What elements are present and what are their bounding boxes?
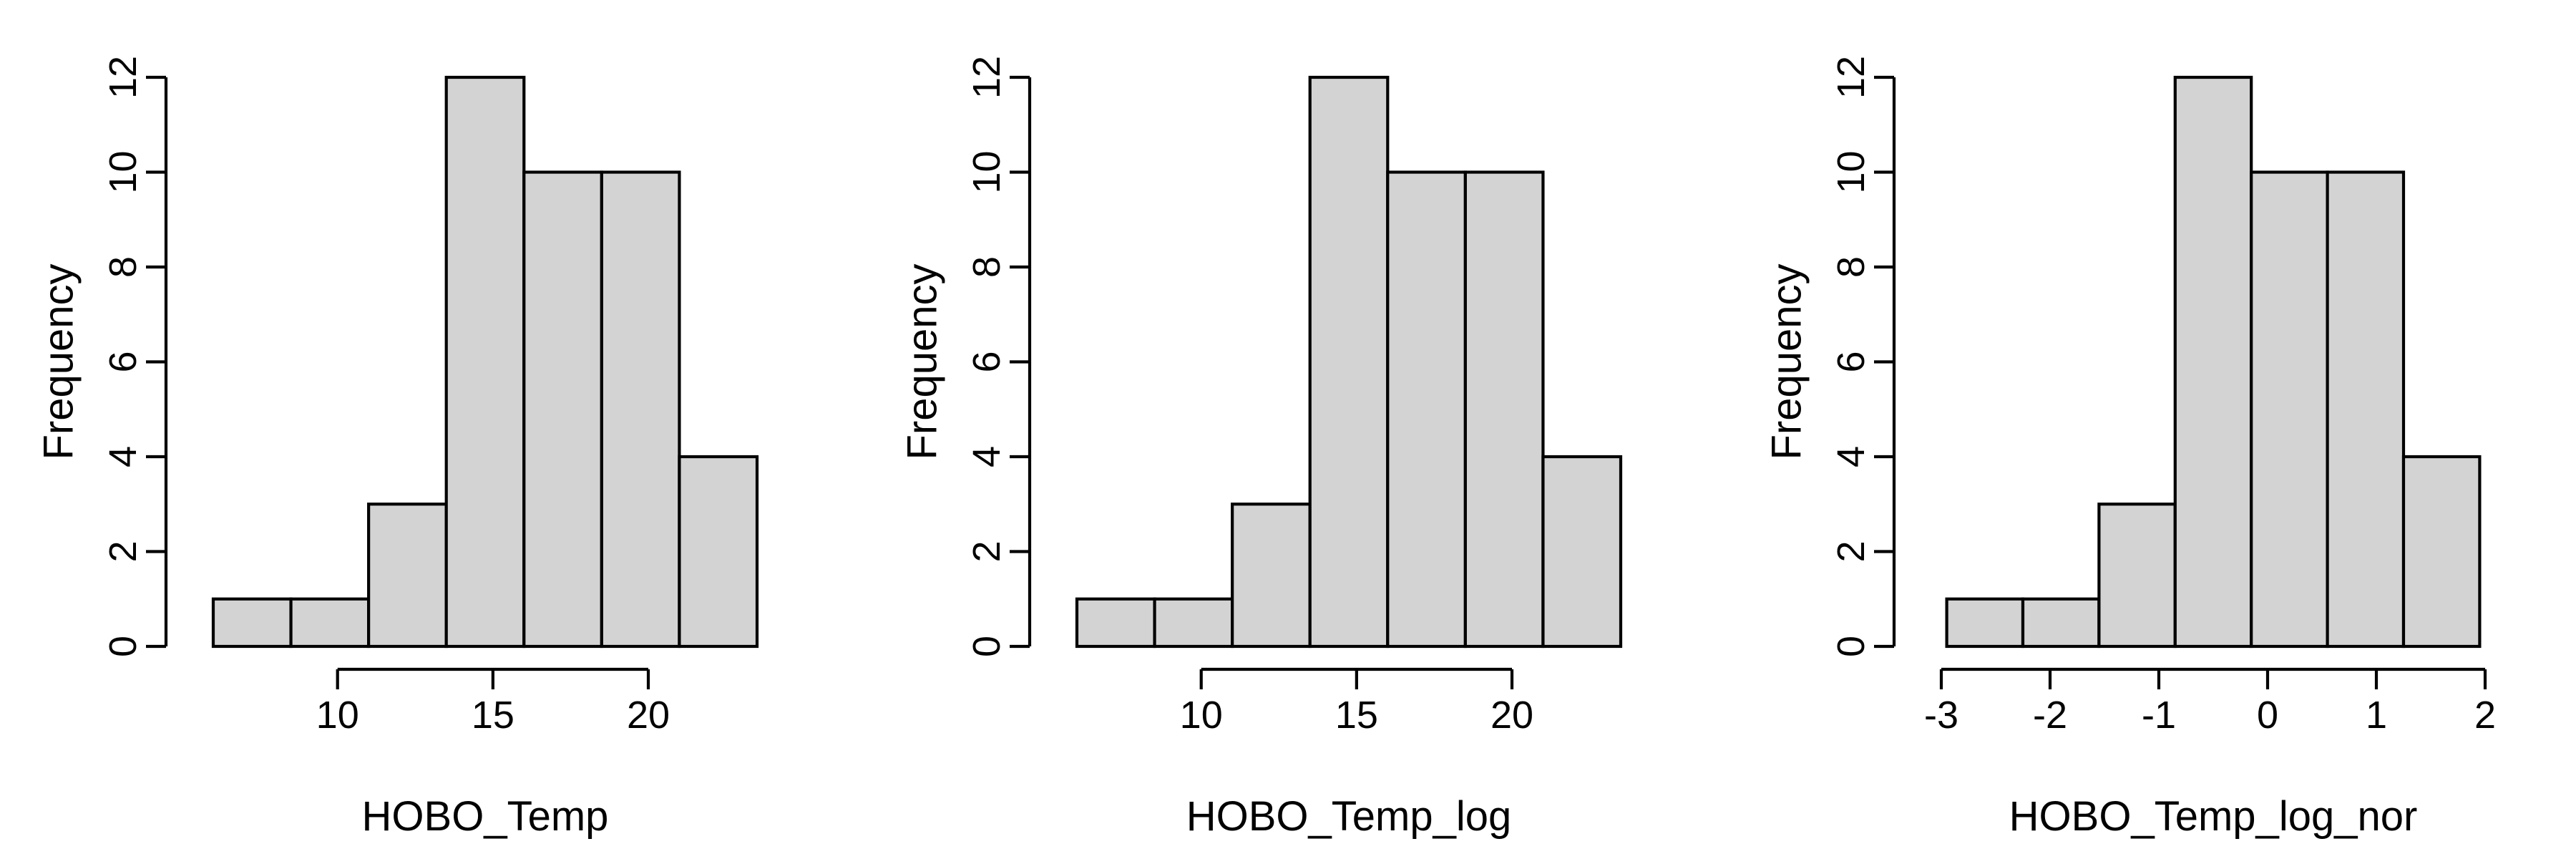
y-tick-label: 2 bbox=[965, 540, 1008, 562]
histogram-panel-2: 0 2 4 6 8 10 12 10 15 20 HOBO_Temp_log Frequency bbox=[899, 56, 1621, 840]
histogram-bar bbox=[2023, 599, 2099, 646]
x-tick-label: 0 bbox=[2257, 694, 2278, 737]
x-tick-label: 20 bbox=[627, 694, 670, 737]
histogram-bar bbox=[2251, 173, 2327, 647]
y-tick-label: 12 bbox=[102, 56, 145, 99]
y-tick-label: 8 bbox=[965, 256, 1008, 278]
histogram-bar bbox=[291, 599, 369, 646]
y-tick-label: 12 bbox=[965, 56, 1008, 99]
y-tick-label: 6 bbox=[102, 351, 145, 372]
y-tick-label: 0 bbox=[1830, 636, 1873, 657]
y-tick-label: 2 bbox=[102, 540, 145, 562]
x-tick-label: -3 bbox=[1924, 694, 1958, 737]
histogram-bar bbox=[2404, 457, 2479, 646]
x-tick-label: 1 bbox=[2366, 694, 2387, 737]
y-tick-label: 12 bbox=[1830, 56, 1873, 99]
histogram-bar bbox=[1232, 504, 1310, 646]
histogram-bar bbox=[1947, 599, 2023, 646]
y-tick-label: 0 bbox=[102, 636, 145, 657]
x-tick-label: -1 bbox=[2142, 694, 2176, 737]
x-tick-label: 10 bbox=[316, 694, 359, 737]
x-tick-label: 2 bbox=[2474, 694, 2496, 737]
y-tick-label: 4 bbox=[102, 446, 145, 467]
y-tick-label: 0 bbox=[965, 636, 1008, 657]
histogram-bar bbox=[369, 504, 447, 646]
y-axis-title: Frequency bbox=[36, 263, 82, 460]
y-axis-title: Frequency bbox=[899, 263, 946, 460]
histogram-bar bbox=[1543, 457, 1621, 646]
x-tick-label: -2 bbox=[2033, 694, 2067, 737]
histogram-bar bbox=[1155, 599, 1233, 646]
x-tick-label: 15 bbox=[1335, 694, 1378, 737]
y-tick-label: 10 bbox=[965, 150, 1008, 193]
histogram-bar bbox=[1310, 77, 1388, 646]
y-tick-label: 6 bbox=[965, 351, 1008, 372]
y-tick-label: 8 bbox=[102, 256, 145, 278]
y-tick-label: 2 bbox=[1830, 540, 1873, 562]
y-tick-label: 10 bbox=[102, 150, 145, 193]
y-tick-label: 4 bbox=[965, 446, 1008, 467]
y-tick-label: 4 bbox=[1830, 446, 1873, 467]
x-axis-title: HOBO_Temp_log_nor bbox=[2009, 793, 2418, 840]
histogram-bar bbox=[1077, 599, 1155, 646]
histogram-bar bbox=[2099, 504, 2175, 646]
histogram-bar bbox=[1465, 173, 1543, 647]
y-tick-label: 6 bbox=[1830, 351, 1873, 372]
y-axis-title: Frequency bbox=[1764, 263, 1810, 460]
histogram-bar bbox=[679, 457, 757, 646]
histogram-bar bbox=[1387, 173, 1465, 647]
x-axis-title: HOBO_Temp bbox=[362, 793, 609, 840]
x-axis-title: HOBO_Temp_log bbox=[1186, 793, 1512, 840]
histogram-bar bbox=[2175, 77, 2251, 646]
x-tick-label: 20 bbox=[1491, 694, 1533, 737]
histogram-bar bbox=[447, 77, 525, 646]
x-tick-label: 15 bbox=[472, 694, 514, 737]
x-tick-label: 10 bbox=[1180, 694, 1223, 737]
histogram-bar bbox=[213, 599, 291, 646]
histogram-bar bbox=[2328, 173, 2404, 647]
y-tick-label: 8 bbox=[1830, 256, 1873, 278]
histogram-bar bbox=[602, 173, 680, 647]
y-tick-label: 10 bbox=[1830, 150, 1873, 193]
histogram-bar bbox=[524, 173, 602, 647]
histogram-panel-1: 0 2 4 6 8 10 12 10 15 20 HOBO_Temp Frequency bbox=[36, 56, 758, 840]
